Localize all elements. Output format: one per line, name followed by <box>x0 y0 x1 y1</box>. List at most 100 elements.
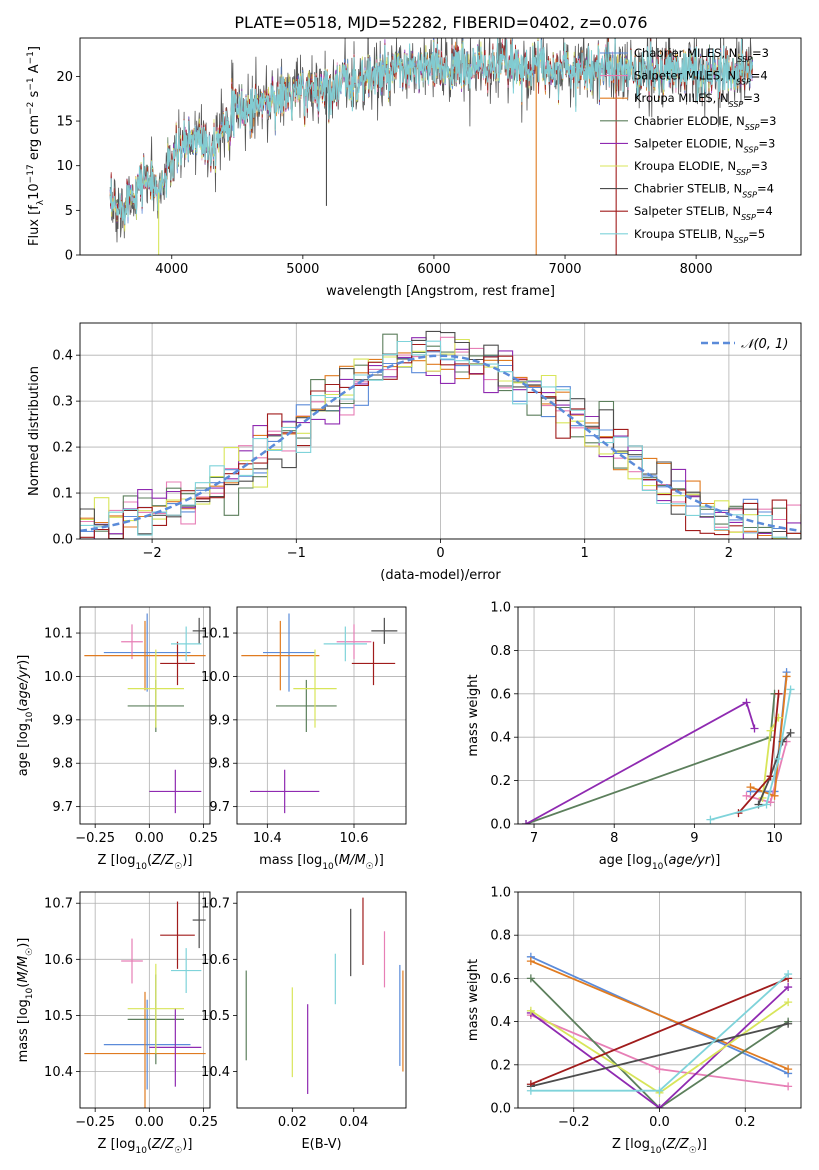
grid-z-mass <box>80 892 210 1108</box>
weight-marker <box>742 698 751 707</box>
label-part: 10 <box>135 862 147 872</box>
legend-label-part: Salpeter MILES, N <box>634 69 736 83</box>
y-tick-label: 10.6 <box>44 953 73 968</box>
errorbar-point <box>171 626 202 662</box>
errorbar-point <box>171 948 202 993</box>
label-part: ] <box>27 46 42 51</box>
x-tick-label: 2 <box>725 546 733 561</box>
legend-label: 𝒩(0, 1) <box>741 337 788 352</box>
legend-label: Salpeter STELIB, NSSP=4 <box>634 204 773 222</box>
spectrum-line <box>109 38 754 225</box>
legend-label-part: =3 <box>752 46 769 60</box>
errorbar-point <box>336 624 372 660</box>
legend-label-part: =3 <box>743 91 760 105</box>
x-tick-label: 0.02 <box>278 1115 307 1130</box>
label-part: ( <box>663 853 668 868</box>
legend-label: Kroupa MILES, NSSP=3 <box>634 91 760 109</box>
x-axis-label: wavelength [Angstrom, rest frame] <box>326 284 555 299</box>
y-tick-label: 10.4 <box>44 1065 73 1080</box>
label-part: )] <box>697 1137 707 1152</box>
x-tick-label: −2 <box>143 546 162 561</box>
legend-label-part: Salpeter ELODIE, N <box>634 136 744 150</box>
x-tick-label: 7 <box>530 831 538 846</box>
errorbar-point <box>371 617 398 644</box>
axes-frame <box>236 891 407 1109</box>
label-part: M/M <box>339 853 366 868</box>
label-part: )] <box>16 655 31 665</box>
x-tick-label: 10.6 <box>340 831 369 846</box>
label-part: ( <box>334 853 339 868</box>
y-tick-label: 0.1 <box>52 487 73 502</box>
label-part: ☉ <box>174 862 182 872</box>
label-part: −17 <box>26 164 36 183</box>
y-tick-label: 1.0 <box>490 886 511 901</box>
axes-frame <box>79 891 211 1109</box>
axes-frame <box>517 891 802 1109</box>
errorbar-point <box>149 1008 202 1087</box>
y-tick-label: 10.5 <box>44 1009 73 1024</box>
weight-marker <box>746 783 755 792</box>
grid-age-weight <box>518 607 801 824</box>
label-part: )] <box>16 938 31 948</box>
y-axis-label: mass weight <box>466 959 481 1041</box>
label-part: Z [log <box>98 1137 136 1152</box>
y-tick-label: 10.5 <box>201 1009 230 1024</box>
y-axis-label: Flux [fλ10−17 erg cm−2 s−1 A−1] <box>26 46 46 246</box>
weight-marker <box>762 800 771 809</box>
legend-label: Chabrier STELIB, NSSP=4 <box>634 182 774 200</box>
histogram-chabrier-elodie <box>80 333 801 539</box>
weight-marker <box>784 970 793 979</box>
label-part: ( <box>16 983 31 988</box>
legend-label-part: SSP <box>736 77 751 86</box>
label-part: Z/Z <box>151 1137 175 1152</box>
x-axis-label: age [log10(age/yr)] <box>599 853 721 872</box>
y-tick-label: 1.0 <box>490 601 511 616</box>
x-tick-label: 6000 <box>417 262 450 277</box>
y-tick-label: 0.2 <box>52 441 73 456</box>
x-tick-label: 0.00 <box>135 831 164 846</box>
weight-marker <box>784 1019 793 1028</box>
label-part: ☉ <box>174 1146 182 1156</box>
axes-frame <box>79 322 802 540</box>
legend-label-part: =4 <box>756 204 773 218</box>
weight-marker <box>750 724 759 733</box>
label-part: −2 <box>26 102 36 115</box>
label-part: )] <box>182 853 192 868</box>
x-axis-label: mass [log10(M/M☉)] <box>259 853 384 872</box>
plot-area-age-weight <box>518 607 801 824</box>
weight-marker <box>784 998 793 1007</box>
y-tick-label: 0.6 <box>490 972 511 987</box>
legend-label-part: Salpeter STELIB, N <box>634 204 741 218</box>
x-tick-label: 8 <box>610 831 618 846</box>
x-tick-label: 0 <box>436 546 444 561</box>
axes-frame <box>236 606 407 825</box>
weight-marker <box>526 957 535 966</box>
y-tick-label: 0.2 <box>490 774 511 789</box>
weight-marker <box>784 983 793 992</box>
weight-marker <box>766 726 775 735</box>
errorbar-point <box>121 624 143 660</box>
y-tick-label: 20 <box>56 70 73 85</box>
legend-label-part: SSP <box>741 213 756 222</box>
weight-marker <box>655 1104 664 1108</box>
weight-marker <box>774 689 783 698</box>
y-tick-label: 0.8 <box>490 644 511 659</box>
y-tick-label: 10.1 <box>44 627 73 642</box>
y-tick-label: 9.9 <box>52 713 73 728</box>
label-part: age/yr <box>668 853 711 868</box>
x-tick-label: 1 <box>581 546 589 561</box>
x-tick-label: −0.25 <box>75 831 115 846</box>
axes-z-age: −0.25 0.00 0.259.79.89.910.010.1Z [log10(Z… <box>16 606 218 872</box>
x-tick-label: 0.00 <box>135 1115 164 1130</box>
label-part: ☉ <box>366 862 374 872</box>
label-part: 10 <box>652 862 664 872</box>
y-axis-label: age [log10(age/yr)] <box>16 655 35 777</box>
errorbar-point <box>241 620 320 691</box>
errorbar-point <box>276 679 337 732</box>
weight-marker <box>784 1065 793 1074</box>
x-tick-label: 8000 <box>680 262 713 277</box>
legend-label-part: =5 <box>748 227 765 241</box>
plot-area-z-mass <box>80 892 210 1108</box>
label-part: )] <box>710 853 720 868</box>
